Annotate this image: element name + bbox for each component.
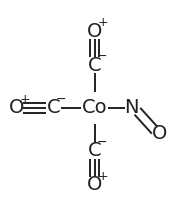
- Text: +: +: [19, 93, 30, 106]
- Text: −: −: [97, 50, 107, 63]
- Text: −: −: [97, 136, 107, 149]
- Text: O: O: [87, 175, 102, 194]
- Text: +: +: [98, 16, 108, 29]
- Text: O: O: [87, 22, 102, 41]
- Text: O: O: [152, 124, 167, 143]
- Text: C: C: [88, 56, 101, 75]
- Text: −: −: [56, 93, 66, 106]
- Text: C: C: [47, 98, 60, 118]
- Text: N: N: [125, 98, 139, 118]
- Text: +: +: [98, 170, 108, 183]
- Text: O: O: [9, 98, 24, 118]
- Text: Co: Co: [82, 98, 107, 118]
- Text: C: C: [88, 141, 101, 160]
